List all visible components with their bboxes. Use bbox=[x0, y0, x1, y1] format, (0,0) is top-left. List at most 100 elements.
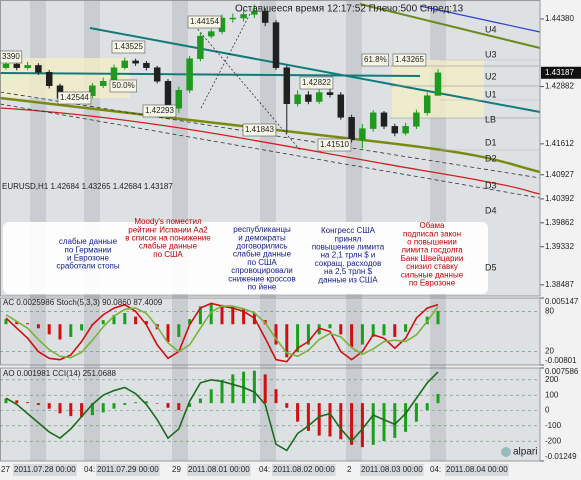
news-line: Обама bbox=[419, 221, 445, 230]
time-label-bg bbox=[445, 464, 509, 476]
candle-body bbox=[240, 14, 247, 19]
indicator-bar bbox=[296, 403, 300, 422]
price-label: 50.0% bbox=[112, 81, 135, 90]
y-tick-label: -0.00801 bbox=[545, 356, 577, 365]
news-line: Банк Швейцарии bbox=[401, 254, 464, 263]
y-tick-label: 1.40927 bbox=[545, 170, 574, 179]
indicator-bar bbox=[350, 403, 354, 445]
news-line: по США bbox=[153, 250, 183, 259]
candle-body bbox=[164, 80, 172, 109]
news-line: снижение кроссов bbox=[228, 274, 295, 283]
price-label-box bbox=[57, 91, 92, 105]
indicator-bar bbox=[26, 323, 30, 325]
indicator-bar bbox=[144, 401, 148, 404]
level-label: U2 bbox=[485, 71, 497, 81]
price-label-box bbox=[111, 40, 146, 54]
indicator-bar bbox=[371, 324, 375, 337]
indicator-bar bbox=[15, 321, 19, 325]
candle-body bbox=[99, 80, 107, 86]
indicator-bar bbox=[393, 403, 397, 438]
level-label: U1 bbox=[485, 89, 497, 99]
price-label-box bbox=[109, 79, 137, 93]
news-line: и демократы bbox=[238, 233, 286, 242]
indicator-bar bbox=[80, 324, 84, 331]
indicator-bar bbox=[69, 403, 73, 417]
candle-body bbox=[143, 62, 150, 68]
candle-body bbox=[110, 67, 118, 82]
price-label-box bbox=[361, 53, 389, 67]
candle-body bbox=[359, 128, 366, 141]
news-line: по йене bbox=[248, 283, 277, 292]
candle-body bbox=[13, 63, 21, 68]
time-label-bg bbox=[13, 464, 77, 476]
time-label: 2011.08.04 00:00 bbox=[446, 465, 508, 474]
price-label: 1.43265 bbox=[395, 55, 424, 64]
y-tick-label: 1.39332 bbox=[545, 242, 574, 251]
indicator-bar bbox=[414, 324, 418, 325]
indicator-bar bbox=[328, 403, 332, 437]
price-label-box bbox=[0, 50, 23, 64]
candle-body bbox=[369, 112, 377, 129]
y-tick-label: 1.40392 bbox=[545, 194, 574, 203]
news-line: слабые данные bbox=[139, 242, 198, 251]
candle-body bbox=[251, 11, 258, 15]
indicator-bar bbox=[26, 402, 30, 404]
indicator-bar bbox=[36, 324, 40, 329]
y-tick-label: 1.38487 bbox=[545, 280, 574, 289]
candle-body bbox=[121, 60, 129, 68]
indicator-bar bbox=[166, 403, 170, 408]
indicator-bar bbox=[317, 403, 321, 436]
news-line: слабые данные bbox=[59, 237, 118, 246]
y-tick-label: 0.007586 bbox=[545, 367, 579, 376]
indicator-bar bbox=[350, 324, 354, 348]
indicator-bar bbox=[58, 324, 62, 340]
news-line: повышение лимита bbox=[312, 243, 385, 252]
price-label: 1.43525 bbox=[114, 42, 143, 51]
price-label: 61.8% bbox=[364, 55, 387, 64]
indicator-bar bbox=[274, 324, 278, 345]
time-label: 27 bbox=[1, 465, 10, 474]
news-line: сработали стопы bbox=[56, 262, 119, 271]
indicator-bar bbox=[209, 389, 213, 404]
candle-body bbox=[434, 72, 442, 96]
indicator-bar bbox=[263, 374, 267, 404]
price-label: 1.42544 bbox=[60, 93, 89, 102]
indicator-bar bbox=[69, 324, 73, 337]
indicator-bar bbox=[144, 321, 148, 325]
level-label: D4 bbox=[485, 205, 497, 215]
news-line: на 2,5 трлн $ bbox=[324, 267, 373, 276]
indicator-bar bbox=[274, 389, 278, 404]
news-line: на 2,1 трлн $ и bbox=[321, 251, 376, 260]
indicator-bar bbox=[15, 400, 19, 404]
indicator-bar bbox=[436, 310, 440, 325]
time-label: 2 bbox=[347, 465, 352, 474]
candle-body bbox=[186, 58, 193, 91]
indicator-bar bbox=[47, 324, 51, 335]
indicator-bar bbox=[404, 403, 408, 432]
indicator-bar bbox=[80, 403, 84, 418]
indicator-bar bbox=[339, 324, 343, 335]
indicator-bar bbox=[188, 319, 192, 325]
news-line: рейтинг Испании Аа2 bbox=[128, 225, 208, 234]
time-label: 2011.07.28 00:00 bbox=[14, 465, 76, 474]
y2-tick-label: 100 bbox=[545, 390, 559, 399]
indicator-bar bbox=[339, 403, 343, 440]
indicator-bar bbox=[296, 324, 300, 353]
logo-icon bbox=[501, 447, 511, 457]
candle-body bbox=[89, 85, 96, 96]
indicator-bar bbox=[220, 379, 224, 404]
time-label-bg bbox=[272, 464, 336, 476]
y2-tick-label: -200 bbox=[545, 436, 562, 445]
y-tick-label: 1.44380 bbox=[545, 14, 574, 23]
price-label: 1.41510 bbox=[320, 140, 349, 149]
indicator-bar bbox=[198, 398, 202, 404]
time-label-bg bbox=[360, 464, 424, 476]
news-line: данные из США bbox=[318, 275, 378, 284]
indicator-lines bbox=[0, 3, 541, 199]
level-label: D2 bbox=[485, 153, 497, 163]
news-line: в список на понижение bbox=[125, 234, 211, 243]
news-line: и Еврозоне bbox=[67, 254, 110, 263]
news-line: Moody's поместил bbox=[134, 217, 202, 226]
price-label: 3390 bbox=[2, 52, 20, 61]
